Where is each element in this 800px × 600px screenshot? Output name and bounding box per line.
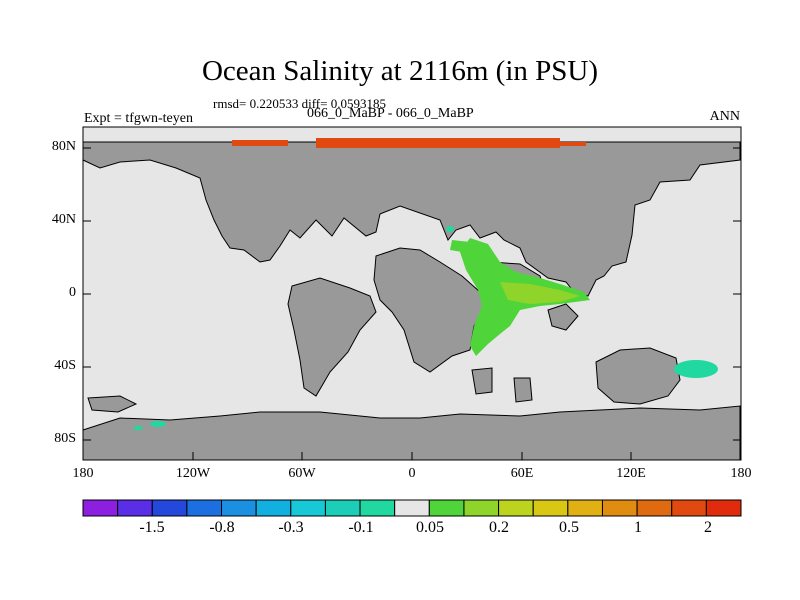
pacific-anomaly-small-2	[133, 426, 143, 430]
arctic-anomaly-3	[560, 142, 586, 146]
lat-label-40n: 40N	[51, 212, 76, 227]
pacific-anomaly-small	[150, 421, 166, 427]
season-label: ANN	[709, 109, 740, 124]
colorbar-swatch	[186, 499, 223, 517]
south-america	[287, 277, 377, 397]
colorbar-label: -0.8	[209, 519, 235, 536]
pacific-anomaly	[674, 360, 718, 378]
axis-ticks	[82, 147, 742, 460]
colorbar-swatch	[532, 499, 569, 517]
lon-label-180e: 180	[730, 466, 752, 481]
south-island-mid	[471, 367, 493, 395]
arctic-anomaly-2	[316, 138, 560, 148]
lon-label-120w: 120W	[175, 466, 211, 481]
colorbar	[82, 499, 742, 517]
colorbar-swatch	[221, 499, 257, 517]
colorbar-label: 2	[704, 519, 712, 536]
south-island-left	[87, 395, 138, 413]
colorbar-swatch	[255, 499, 292, 517]
colorbar-label: -1.5	[139, 519, 165, 536]
colorbar-label: 0.5	[559, 519, 579, 536]
colorbar-swatch	[290, 499, 326, 517]
australia	[595, 347, 681, 405]
colorbar-swatch	[151, 499, 188, 517]
southeast-asia	[547, 303, 579, 331]
colorbar-swatch	[82, 499, 119, 517]
colorbar-swatch	[567, 499, 603, 517]
lat-label-40s: 40S	[54, 358, 76, 373]
lon-label-180w: 180	[72, 466, 94, 481]
colorbar-swatch	[498, 499, 534, 517]
northern-landmass	[82, 141, 741, 297]
colorbar-label: 0.05	[416, 519, 444, 536]
lat-label-80s: 80S	[54, 431, 76, 446]
colorbar-swatch	[463, 499, 500, 517]
colorbar-swatch	[705, 499, 742, 517]
colorbar-label: -0.3	[278, 519, 304, 536]
south-island-right	[513, 377, 533, 403]
mediterranean-anomaly	[450, 240, 470, 252]
land-masses	[82, 141, 741, 461]
lat-label-0: 0	[69, 285, 76, 300]
colorbar-swatch	[428, 499, 465, 517]
lon-label-0: 0	[408, 466, 416, 481]
stats-text: rmsd= 0.220533 diff= 0.0593185	[213, 96, 386, 111]
black-sea-anomaly	[446, 226, 454, 232]
lon-label-120e: 120E	[616, 466, 646, 481]
colorbar-swatch	[117, 499, 153, 517]
experiment-label: Expt = tfgwn-teyen	[84, 111, 193, 126]
lon-label-60e: 60E	[510, 466, 534, 481]
map-title: Ocean Salinity at 2116m (in PSU)	[201, 55, 599, 87]
colorbar-swatch	[324, 499, 361, 517]
colorbar-swatch	[636, 499, 673, 517]
colorbar-label: 0.2	[489, 519, 509, 536]
colorbar-label: 1	[634, 519, 642, 536]
experiment-diff-label: 066_0_MaBP - 066_0_MaBP	[307, 106, 474, 121]
colorbar-swatch	[671, 499, 707, 517]
indian-ocean-core	[500, 282, 580, 304]
colorbar-swatch	[359, 499, 396, 517]
lon-label-60w: 60W	[288, 466, 316, 481]
africa	[373, 247, 485, 373]
colorbar-swatch	[601, 499, 638, 517]
colorbar-label: -0.1	[348, 519, 374, 536]
antarctica	[82, 405, 741, 461]
colorbar-swatch	[394, 499, 430, 517]
arctic-anomaly	[232, 140, 288, 146]
anomaly-patches	[133, 138, 718, 430]
lat-label-80n: 80N	[51, 139, 76, 154]
